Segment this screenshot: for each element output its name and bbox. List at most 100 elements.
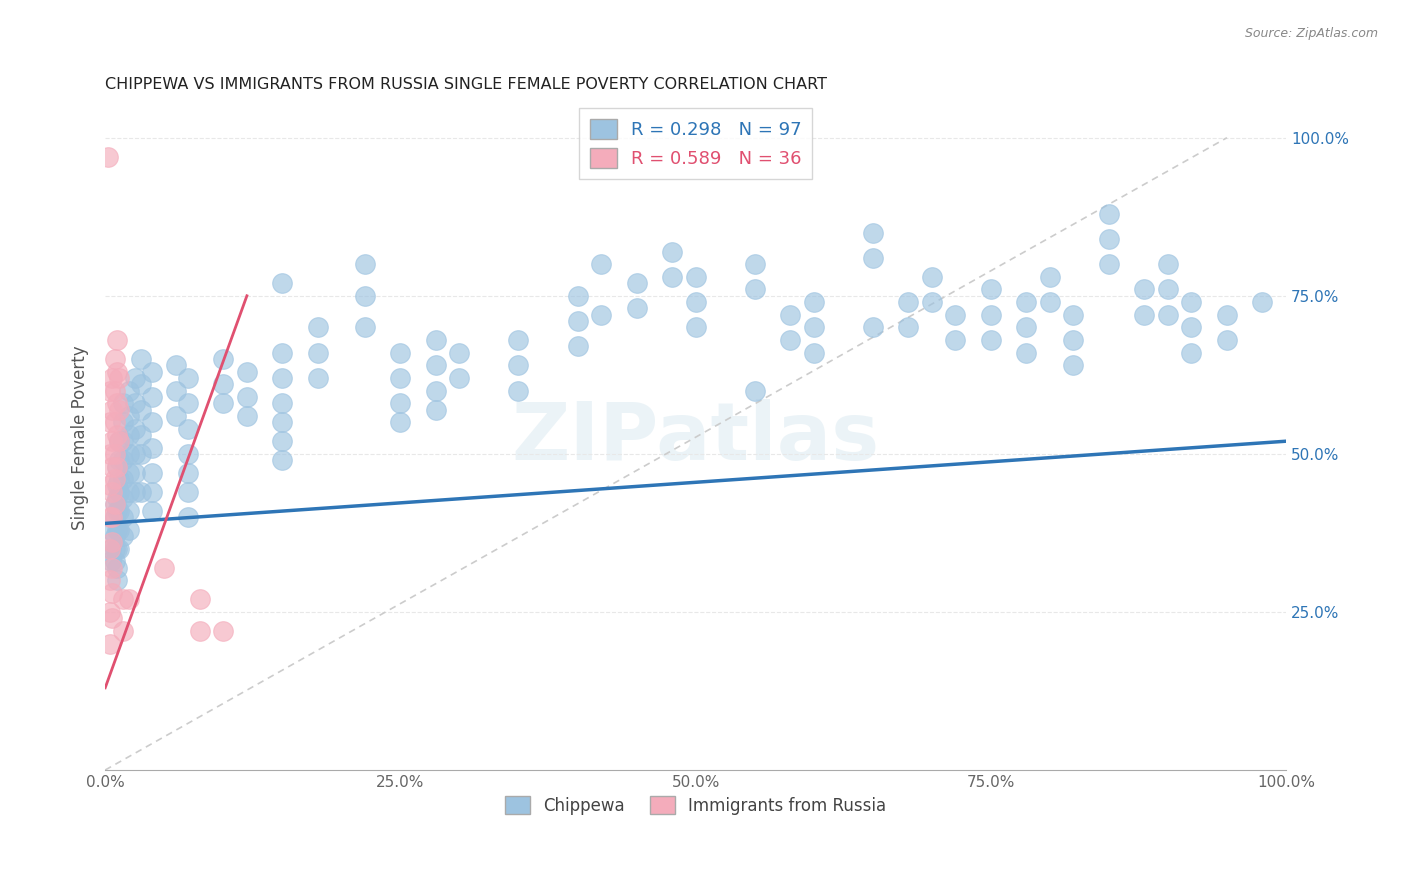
Point bbox=[236, 390, 259, 404]
Point bbox=[98, 636, 121, 650]
Point bbox=[104, 447, 127, 461]
Point bbox=[354, 289, 377, 303]
Point bbox=[425, 359, 447, 373]
Point bbox=[1039, 269, 1062, 284]
Point bbox=[105, 478, 128, 492]
Point bbox=[104, 510, 127, 524]
Point bbox=[177, 447, 200, 461]
Point bbox=[862, 251, 884, 265]
Point bbox=[105, 365, 128, 379]
Point bbox=[118, 504, 141, 518]
Point bbox=[111, 434, 134, 449]
Point bbox=[980, 333, 1002, 347]
Point bbox=[1180, 295, 1202, 310]
Point bbox=[111, 472, 134, 486]
Point bbox=[425, 384, 447, 398]
Point bbox=[105, 396, 128, 410]
Point bbox=[567, 314, 589, 328]
Point bbox=[141, 390, 163, 404]
Point bbox=[1157, 283, 1180, 297]
Point bbox=[626, 301, 648, 316]
Point bbox=[425, 333, 447, 347]
Legend: Chippewa, Immigrants from Russia: Chippewa, Immigrants from Russia bbox=[498, 789, 893, 822]
Point bbox=[108, 371, 131, 385]
Point bbox=[101, 510, 124, 524]
Point bbox=[101, 586, 124, 600]
Point bbox=[212, 377, 235, 392]
Point bbox=[1098, 232, 1121, 246]
Point bbox=[101, 459, 124, 474]
Point bbox=[100, 541, 122, 556]
Point bbox=[124, 421, 146, 435]
Point bbox=[108, 504, 131, 518]
Point bbox=[1216, 333, 1239, 347]
Point bbox=[141, 484, 163, 499]
Point bbox=[101, 402, 124, 417]
Point bbox=[449, 345, 471, 359]
Point bbox=[105, 333, 128, 347]
Text: CHIPPEWA VS IMMIGRANTS FROM RUSSIA SINGLE FEMALE POVERTY CORRELATION CHART: CHIPPEWA VS IMMIGRANTS FROM RUSSIA SINGL… bbox=[105, 78, 827, 93]
Point bbox=[101, 535, 124, 549]
Point bbox=[105, 523, 128, 537]
Point bbox=[354, 320, 377, 334]
Point bbox=[685, 295, 707, 310]
Point bbox=[129, 484, 152, 499]
Point bbox=[129, 402, 152, 417]
Point bbox=[108, 434, 131, 449]
Point bbox=[212, 351, 235, 366]
Point bbox=[98, 510, 121, 524]
Point bbox=[129, 351, 152, 366]
Point bbox=[105, 459, 128, 474]
Point bbox=[188, 592, 211, 607]
Point bbox=[104, 529, 127, 543]
Point bbox=[129, 428, 152, 442]
Point bbox=[101, 560, 124, 574]
Point bbox=[104, 415, 127, 429]
Point bbox=[425, 402, 447, 417]
Point bbox=[591, 308, 613, 322]
Point bbox=[98, 447, 121, 461]
Point bbox=[118, 484, 141, 499]
Point bbox=[98, 541, 121, 556]
Point bbox=[1251, 295, 1274, 310]
Point bbox=[124, 466, 146, 480]
Point bbox=[862, 320, 884, 334]
Point bbox=[1216, 308, 1239, 322]
Point bbox=[105, 428, 128, 442]
Point bbox=[1015, 345, 1038, 359]
Point bbox=[1157, 257, 1180, 271]
Point bbox=[177, 484, 200, 499]
Point bbox=[779, 308, 801, 322]
Point bbox=[212, 624, 235, 638]
Point bbox=[1062, 333, 1084, 347]
Point bbox=[307, 345, 329, 359]
Point bbox=[661, 244, 683, 259]
Point bbox=[118, 384, 141, 398]
Point bbox=[188, 624, 211, 638]
Point bbox=[943, 308, 966, 322]
Point bbox=[104, 498, 127, 512]
Point bbox=[236, 365, 259, 379]
Point bbox=[105, 459, 128, 474]
Point bbox=[111, 592, 134, 607]
Text: Source: ZipAtlas.com: Source: ZipAtlas.com bbox=[1244, 27, 1378, 40]
Point bbox=[567, 339, 589, 353]
Y-axis label: Single Female Poverty: Single Female Poverty bbox=[72, 346, 89, 531]
Point bbox=[389, 415, 412, 429]
Point bbox=[111, 415, 134, 429]
Point bbox=[129, 447, 152, 461]
Point bbox=[271, 345, 294, 359]
Point bbox=[141, 466, 163, 480]
Point bbox=[921, 269, 943, 284]
Point bbox=[803, 345, 825, 359]
Point bbox=[108, 472, 131, 486]
Point bbox=[104, 384, 127, 398]
Point bbox=[111, 624, 134, 638]
Point bbox=[177, 396, 200, 410]
Point bbox=[271, 276, 294, 290]
Point bbox=[100, 523, 122, 537]
Text: ZIPatlas: ZIPatlas bbox=[512, 399, 880, 477]
Point bbox=[101, 434, 124, 449]
Point bbox=[104, 498, 127, 512]
Point bbox=[111, 396, 134, 410]
